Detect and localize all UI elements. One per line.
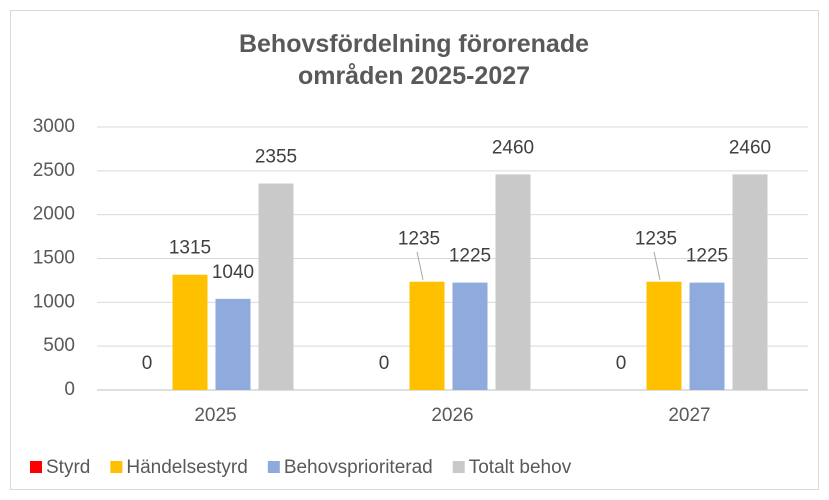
data-label: 2460 (492, 137, 534, 158)
legend-swatch (452, 461, 465, 473)
legend-swatch (267, 461, 280, 473)
y-tick-label: 2000 (33, 204, 75, 225)
leader-line (653, 251, 661, 280)
legend-label: Händelsestyrd (126, 457, 247, 478)
data-label: 0 (142, 353, 153, 374)
data-label: 1225 (686, 246, 728, 267)
data-label: 1315 (169, 238, 211, 259)
data-label: 0 (616, 353, 627, 374)
y-tick-label: 2500 (33, 160, 75, 181)
y-tick-label: 500 (43, 335, 75, 356)
legend-swatch (110, 461, 123, 473)
x-tick-label: 2027 (668, 405, 710, 426)
y-tick-label: 3000 (33, 116, 75, 137)
data-label: 1235 (635, 229, 677, 250)
legend-label: Styrd (46, 457, 90, 478)
data-label: 1235 (398, 229, 440, 250)
leader-line (416, 251, 424, 280)
bar (409, 281, 445, 390)
legend-label: Behovsprioriterad (284, 457, 433, 478)
bar (215, 298, 251, 390)
bar (172, 274, 208, 390)
data-label: 0 (379, 353, 390, 374)
chart-title: Behovsfördelning förorenade områden 2025… (238, 30, 590, 90)
x-tick-label: 2025 (194, 405, 236, 426)
chart-border (10, 10, 819, 490)
bar (258, 183, 294, 390)
bar (732, 174, 768, 390)
bar (495, 174, 531, 390)
data-label: 1225 (449, 246, 491, 267)
legend-label: Totalt behov (469, 457, 572, 478)
y-tick-label: 1000 (33, 291, 75, 312)
legend-swatch (30, 461, 42, 473)
x-tick-label: 2026 (431, 405, 473, 426)
data-label: 1040 (212, 262, 254, 283)
bar (646, 281, 682, 390)
data-label: 2460 (729, 137, 771, 158)
y-tick-label: 0 (64, 379, 75, 400)
bar (689, 282, 725, 390)
y-tick-label: 1500 (33, 248, 75, 269)
bar (452, 282, 488, 390)
data-label: 2355 (255, 147, 297, 168)
